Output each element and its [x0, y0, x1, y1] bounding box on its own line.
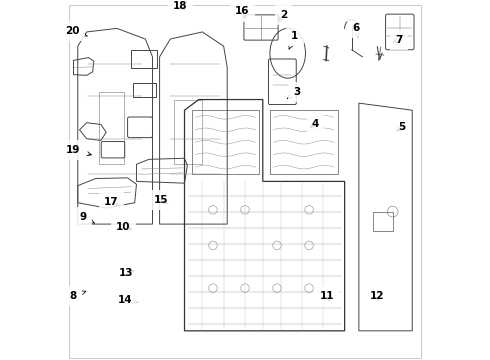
Text: 11: 11 — [319, 291, 334, 301]
Text: 4: 4 — [310, 119, 319, 129]
Text: 12: 12 — [370, 291, 385, 301]
Text: 3: 3 — [288, 87, 300, 98]
Bar — [131, 50, 157, 68]
Bar — [99, 93, 124, 163]
Text: 1: 1 — [289, 31, 298, 49]
Text: 16: 16 — [235, 6, 249, 18]
Text: 8: 8 — [70, 291, 86, 301]
Text: 20: 20 — [65, 26, 88, 37]
Bar — [373, 212, 392, 231]
Text: 2: 2 — [278, 10, 287, 21]
Bar — [174, 100, 202, 163]
Text: 15: 15 — [154, 195, 169, 205]
Text: 17: 17 — [104, 197, 119, 207]
Text: 9: 9 — [79, 212, 95, 223]
Text: 14: 14 — [118, 294, 137, 305]
Text: 13: 13 — [119, 268, 134, 278]
Text: 6: 6 — [352, 23, 360, 38]
Text: 10: 10 — [116, 222, 132, 232]
Text: 5: 5 — [396, 122, 405, 132]
Text: 7: 7 — [393, 35, 402, 45]
Text: 19: 19 — [66, 145, 91, 156]
Bar — [133, 83, 156, 97]
Text: 18: 18 — [173, 1, 188, 11]
